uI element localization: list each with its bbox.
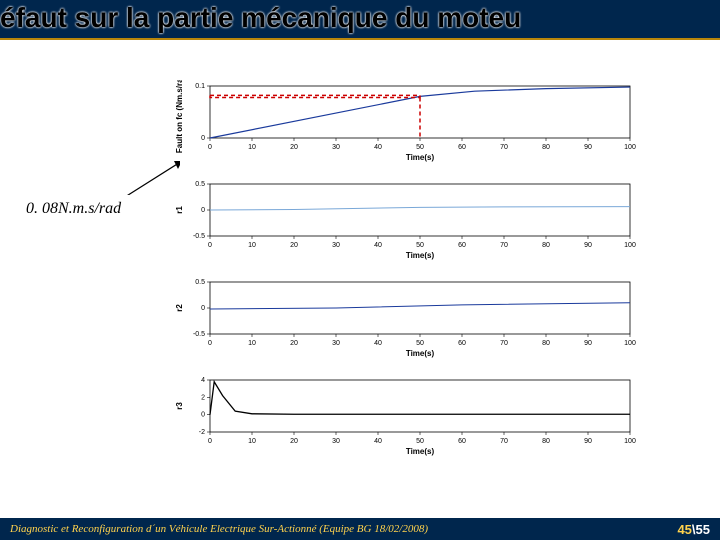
svg-text:40: 40 (374, 242, 382, 249)
svg-text:10: 10 (248, 144, 256, 151)
svg-text:10: 10 (248, 242, 256, 249)
svg-text:0: 0 (201, 207, 205, 214)
page-current: 45 (677, 522, 691, 537)
svg-text:60: 60 (458, 438, 466, 445)
chart-panel: 0102030405060708090100Time(s)-0.500.5r1 (170, 178, 640, 270)
svg-text:40: 40 (374, 438, 382, 445)
svg-text:r3: r3 (175, 402, 184, 410)
svg-text:20: 20 (290, 144, 298, 151)
svg-text:Time(s): Time(s) (406, 153, 435, 162)
svg-text:Time(s): Time(s) (406, 349, 435, 358)
svg-text:0.5: 0.5 (195, 181, 205, 188)
svg-text:10: 10 (248, 438, 256, 445)
svg-text:0.1: 0.1 (195, 83, 205, 90)
svg-text:30: 30 (332, 438, 340, 445)
svg-text:50: 50 (416, 242, 424, 249)
svg-text:0: 0 (201, 305, 205, 312)
svg-text:20: 20 (290, 340, 298, 347)
chart-panel: 0102030405060708090100Time(s)-2024r3 (170, 374, 640, 466)
svg-text:0: 0 (201, 135, 205, 142)
charts-stack: 0102030405060708090100Time(s)00.1Fault o… (170, 80, 660, 472)
page-indicator: 45\55 (677, 522, 710, 537)
footer-text: Diagnostic et Reconfiguration d´un Véhic… (10, 523, 428, 535)
svg-text:70: 70 (500, 340, 508, 347)
svg-text:90: 90 (584, 242, 592, 249)
svg-text:50: 50 (416, 144, 424, 151)
svg-text:-2: -2 (199, 429, 205, 436)
svg-text:80: 80 (542, 144, 550, 151)
svg-text:90: 90 (584, 340, 592, 347)
chart-panel: 0 10 20 30 40 50 60 70 80 90 100 Time(s) 0 0.1 Fault o… (170, 80, 640, 172)
svg-text:0: 0 (208, 340, 212, 347)
svg-text:100: 100 (624, 144, 636, 151)
svg-text:0: 0 (201, 412, 205, 419)
svg-text:2: 2 (201, 394, 205, 401)
svg-text:70: 70 (500, 438, 508, 445)
svg-text:40: 40 (374, 340, 382, 347)
svg-text:Time(s): Time(s) (406, 447, 435, 456)
svg-text:80: 80 (542, 340, 550, 347)
svg-text:60: 60 (458, 340, 466, 347)
svg-text:0: 0 (208, 144, 212, 151)
page-total: 55 (696, 522, 710, 537)
svg-text:100: 100 (624, 438, 636, 445)
svg-text:90: 90 (584, 438, 592, 445)
svg-text:4: 4 (201, 377, 205, 384)
svg-text:70: 70 (500, 242, 508, 249)
svg-text:r1: r1 (175, 206, 184, 214)
slide-title: éfaut sur la partie mécanique du moteu (0, 2, 521, 34)
svg-text:100: 100 (624, 242, 636, 249)
annotation-label: 0. 08N.m.s/rad (26, 200, 121, 218)
chart-panel: 0102030405060708090100Time(s)-0.500.5r2 (170, 276, 640, 368)
svg-text:30: 30 (332, 144, 340, 151)
svg-text:-0.5: -0.5 (193, 233, 205, 240)
svg-text:80: 80 (542, 438, 550, 445)
svg-text:60: 60 (458, 144, 466, 151)
svg-text:0: 0 (208, 242, 212, 249)
svg-text:40: 40 (374, 144, 382, 151)
svg-text:0: 0 (208, 438, 212, 445)
svg-text:30: 30 (332, 242, 340, 249)
svg-text:90: 90 (584, 144, 592, 151)
svg-text:0.5: 0.5 (195, 279, 205, 286)
svg-text:50: 50 (416, 438, 424, 445)
svg-text:r2: r2 (175, 304, 184, 312)
svg-text:60: 60 (458, 242, 466, 249)
svg-text:Time(s): Time(s) (406, 251, 435, 260)
svg-text:Fault on fc (Nm.s/rad): Fault on fc (Nm.s/rad) (175, 80, 184, 153)
footer-bar: Diagnostic et Reconfiguration d´un Véhic… (0, 518, 720, 540)
svg-text:10: 10 (248, 340, 256, 347)
svg-text:-0.5: -0.5 (193, 331, 205, 338)
svg-text:100: 100 (624, 340, 636, 347)
svg-text:50: 50 (416, 340, 424, 347)
svg-text:30: 30 (332, 340, 340, 347)
svg-text:20: 20 (290, 438, 298, 445)
svg-text:70: 70 (500, 144, 508, 151)
svg-text:20: 20 (290, 242, 298, 249)
svg-text:80: 80 (542, 242, 550, 249)
